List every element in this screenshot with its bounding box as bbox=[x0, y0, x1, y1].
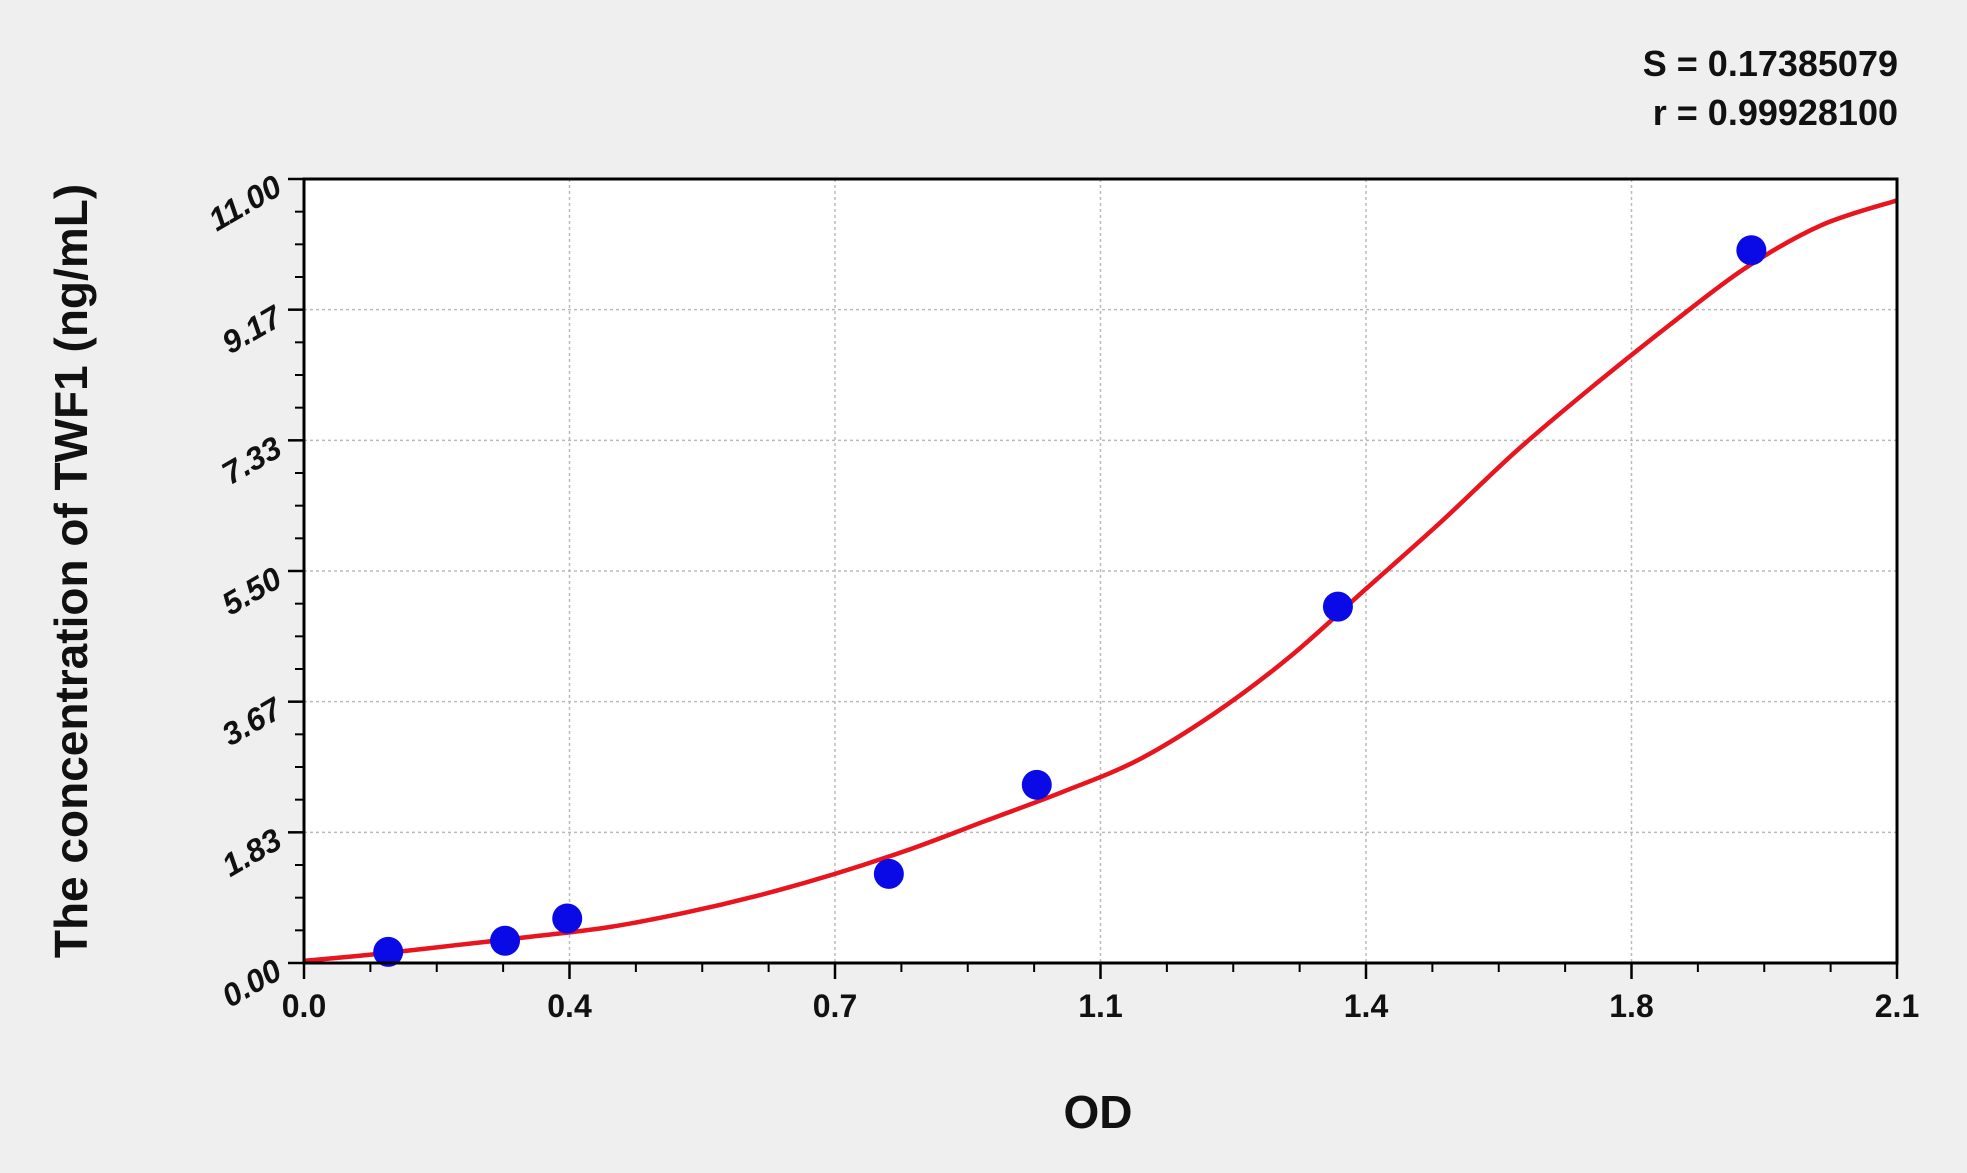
y-tick-labels: 0.00 1.83 3.67 5.50 7.33 9.17 11.00 bbox=[202, 168, 289, 1014]
y-tick-label: 5.50 bbox=[216, 560, 288, 622]
x-tick-label: 1.8 bbox=[1609, 988, 1653, 1024]
x-tick-label: 1.4 bbox=[1344, 988, 1389, 1024]
x-axis-title: OD bbox=[1064, 1086, 1133, 1138]
y-tick-label: 1.83 bbox=[216, 821, 288, 883]
data-point bbox=[552, 903, 583, 934]
y-tick-label: 7.33 bbox=[216, 429, 288, 491]
x-tick-label: 2.1 bbox=[1875, 988, 1919, 1024]
data-point bbox=[1736, 235, 1767, 266]
x-tick-label: 0.0 bbox=[282, 988, 326, 1024]
plot-frame bbox=[302, 177, 1899, 965]
y-axis-title: The concentration of TWF1 (ng/mL) bbox=[45, 184, 97, 958]
x-tick-labels: 0.0 0.4 0.7 1.1 1.4 1.8 2.1 bbox=[282, 988, 1919, 1024]
data-point bbox=[490, 925, 521, 956]
data-point bbox=[373, 936, 404, 967]
data-point bbox=[1322, 591, 1353, 622]
stat-s: S = 0.17385079 bbox=[1643, 43, 1898, 84]
y-tick-label: 11.00 bbox=[202, 168, 287, 238]
x-tick-label: 0.4 bbox=[547, 988, 592, 1024]
data-points bbox=[373, 235, 1767, 967]
data-point bbox=[1021, 769, 1052, 800]
y-tick-label: 3.67 bbox=[216, 689, 290, 752]
stat-r: r = 0.99928100 bbox=[1653, 92, 1898, 133]
data-point bbox=[873, 858, 904, 889]
fit-curve bbox=[303, 198, 1898, 964]
grid-lines bbox=[304, 179, 1897, 963]
y-tick-label: 9.17 bbox=[216, 297, 290, 360]
x-tick-label: 1.1 bbox=[1078, 988, 1122, 1024]
y-tick-label: 0.00 bbox=[216, 952, 288, 1014]
x-tick-label: 0.7 bbox=[813, 988, 857, 1024]
